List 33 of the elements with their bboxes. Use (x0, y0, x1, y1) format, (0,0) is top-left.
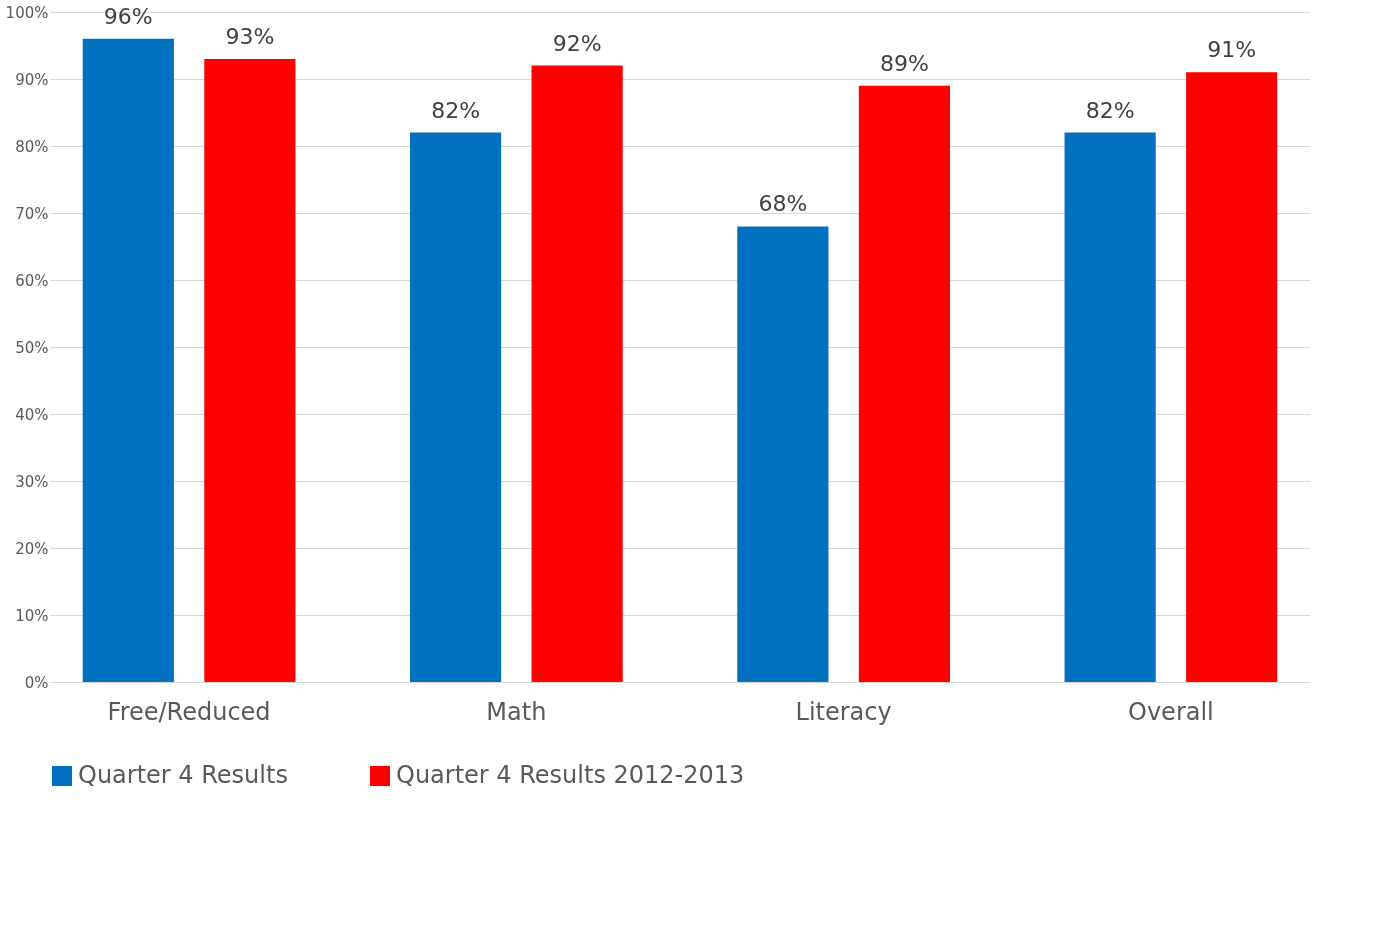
legend-label: Quarter 4 Results 2012-2013 (396, 761, 745, 789)
legend-label: Quarter 4 Results (78, 761, 288, 789)
bar (1186, 72, 1278, 682)
y-tick-label: 50% (15, 338, 49, 357)
data-label: 68% (758, 191, 808, 217)
y-tick-label: 10% (15, 606, 49, 625)
data-label: 93% (225, 23, 275, 49)
data-label: 82% (1085, 97, 1135, 123)
y-tick-label: 20% (15, 539, 49, 558)
y-tick-label: 30% (15, 472, 49, 491)
x-tick-label: Literacy (795, 697, 892, 726)
x-tick-label: Overall (1128, 697, 1214, 726)
y-tick-label: 90% (15, 70, 49, 89)
data-label: 96% (103, 3, 153, 29)
y-tick-label: 70% (15, 204, 49, 223)
bar (531, 65, 623, 682)
bar (204, 58, 296, 682)
y-tick-label: 80% (15, 137, 49, 156)
bar (82, 38, 174, 682)
data-label: 82% (431, 97, 481, 123)
data-label: 89% (879, 50, 929, 76)
bar (410, 132, 502, 682)
bar (1064, 132, 1156, 682)
x-tick-label: Free/Reduced (107, 697, 271, 726)
bar (737, 226, 829, 682)
y-tick-label: 0% (24, 673, 49, 692)
y-tick-label: 60% (15, 271, 49, 290)
y-tick-label: 40% (15, 405, 49, 424)
data-label: 92% (552, 30, 602, 56)
data-label: 91% (1207, 37, 1257, 63)
bar (858, 85, 950, 682)
x-tick-label: Math (486, 697, 547, 726)
y-tick-label: 100% (5, 3, 49, 22)
